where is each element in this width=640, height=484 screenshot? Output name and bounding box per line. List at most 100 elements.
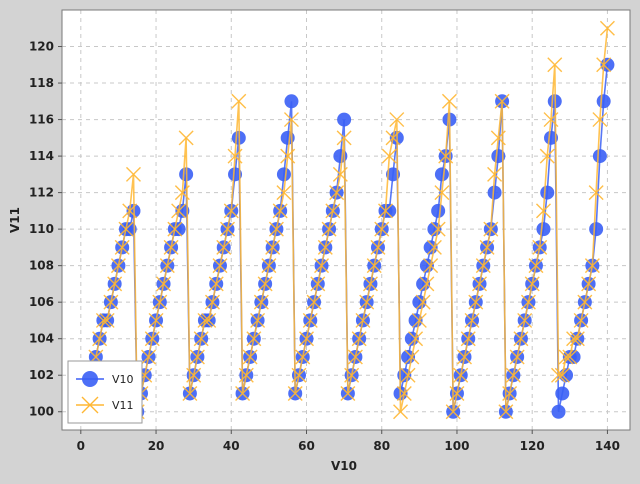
data-point	[592, 112, 608, 128]
data-point	[201, 312, 217, 328]
legend: V10 V11	[67, 360, 143, 424]
data-point	[291, 367, 307, 383]
data-point	[536, 222, 551, 237]
data-point	[220, 221, 236, 237]
data-point	[434, 167, 449, 182]
data-point	[370, 239, 386, 255]
x-tick-label: 0	[77, 439, 85, 453]
data-point	[118, 221, 134, 237]
data-point	[261, 258, 277, 274]
data-point	[95, 312, 111, 328]
data-point	[333, 149, 348, 164]
data-point	[178, 130, 194, 146]
data-point	[299, 331, 314, 347]
data-point	[524, 276, 540, 292]
data-point	[393, 404, 409, 420]
data-point	[321, 221, 337, 237]
data-point	[528, 258, 544, 274]
data-point	[535, 203, 551, 219]
data-point	[464, 312, 480, 328]
data-point	[460, 331, 476, 347]
data-point	[445, 404, 461, 420]
data-point	[581, 276, 597, 292]
y-tick-label: 106	[29, 295, 54, 309]
x-tick-label: 100	[444, 439, 469, 453]
data-point	[600, 57, 615, 72]
data-point	[408, 331, 424, 347]
data-point	[456, 349, 472, 365]
y-tick-label: 116	[29, 113, 54, 127]
data-point	[498, 404, 514, 420]
data-point	[509, 349, 525, 365]
data-point	[502, 385, 518, 401]
data-point	[374, 221, 390, 237]
data-point	[216, 239, 232, 255]
series-layer	[88, 20, 615, 420]
data-point	[227, 148, 243, 164]
data-point	[125, 166, 141, 182]
data-point	[596, 57, 612, 73]
data-point	[148, 312, 164, 328]
data-point	[306, 294, 322, 310]
data-point	[208, 276, 224, 292]
data-point	[167, 221, 183, 237]
y-tick-label: 108	[29, 259, 54, 273]
data-point	[163, 239, 179, 255]
data-point	[415, 294, 431, 310]
data-point	[596, 94, 611, 109]
data-point	[265, 239, 281, 255]
y-tick-label: 100	[29, 405, 54, 419]
legend-label: V10	[112, 373, 134, 386]
data-point	[280, 148, 296, 164]
data-point	[228, 167, 243, 182]
data-point	[92, 331, 108, 347]
data-point	[171, 203, 187, 219]
x-tick-label: 60	[298, 439, 315, 453]
legend-marker	[82, 371, 98, 387]
data-point	[592, 149, 607, 164]
data-point	[152, 294, 168, 310]
data-point	[366, 258, 382, 274]
data-point	[351, 331, 367, 347]
x-axis-label: V10	[331, 459, 357, 473]
x-tick-label: 40	[223, 439, 240, 453]
data-point	[182, 385, 198, 401]
data-point	[584, 258, 600, 274]
data-point	[551, 367, 567, 383]
data-point	[483, 221, 499, 237]
series-v11	[88, 20, 615, 420]
data-point	[494, 93, 510, 109]
data-point	[547, 57, 563, 73]
data-point	[487, 166, 503, 182]
data-point	[517, 312, 533, 328]
y-tick-label: 114	[29, 149, 54, 163]
legend-label: V11	[112, 399, 134, 412]
data-point	[554, 367, 570, 383]
data-point	[325, 203, 341, 219]
data-point	[257, 276, 273, 292]
data-point	[404, 349, 420, 365]
data-point	[114, 239, 130, 255]
x-tick-label: 140	[595, 439, 620, 453]
data-point	[532, 239, 548, 255]
data-point	[411, 312, 427, 328]
legend-item-v11: V11	[76, 396, 134, 414]
data-point	[355, 312, 371, 328]
data-point	[347, 349, 363, 365]
data-point	[287, 385, 303, 401]
data-point	[159, 258, 175, 274]
data-point	[107, 276, 123, 292]
data-point	[144, 331, 160, 347]
data-point	[426, 239, 442, 255]
data-point	[378, 203, 393, 219]
data-point	[589, 222, 604, 237]
data-point	[238, 367, 254, 383]
data-point	[340, 385, 356, 401]
data-point	[505, 367, 521, 383]
data-point	[337, 112, 352, 127]
data-point	[268, 221, 284, 237]
data-point	[122, 203, 138, 219]
data-point	[212, 258, 228, 274]
